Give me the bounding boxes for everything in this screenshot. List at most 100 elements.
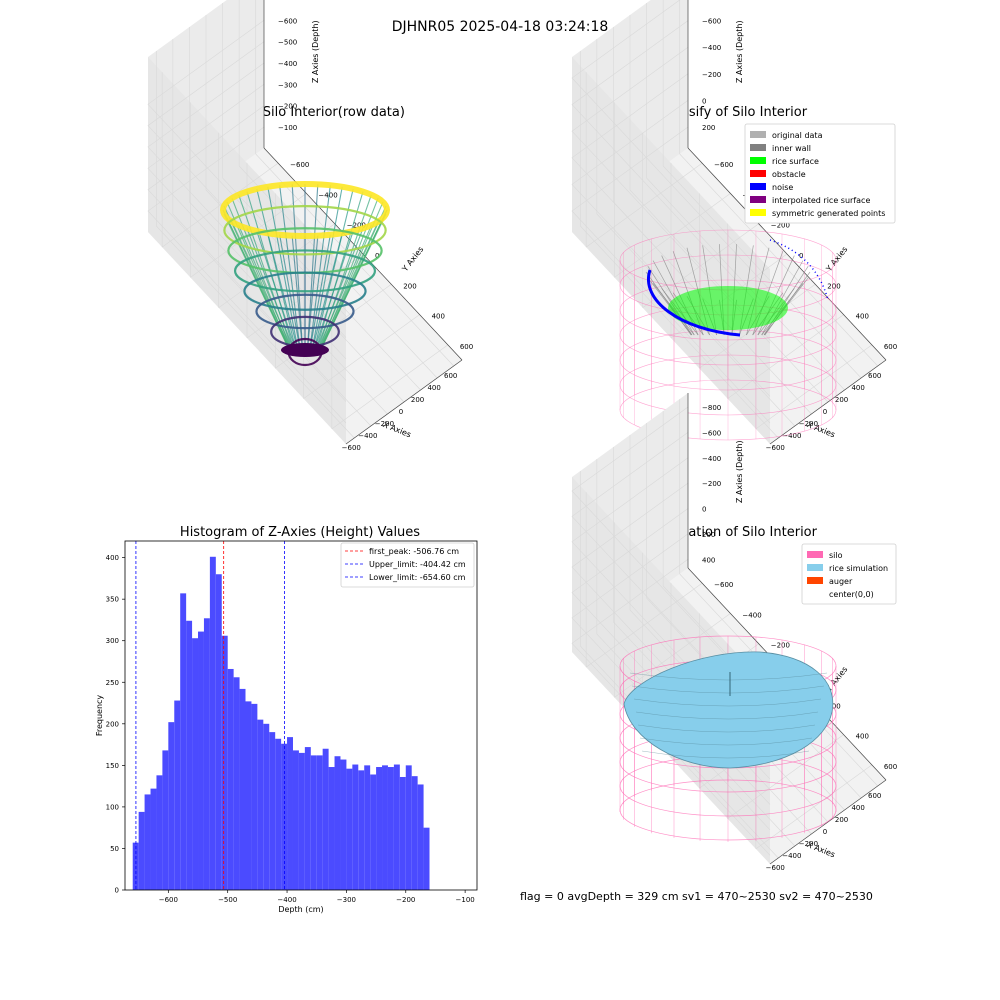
x-axis-line — [345, 359, 463, 445]
x-tick-label: 200 — [835, 396, 848, 404]
rice-surface — [668, 286, 788, 330]
histogram-bar — [287, 737, 293, 890]
y-axis-line — [687, 147, 887, 361]
z-tick-label: −400 — [702, 455, 721, 463]
y-tick-label: 400 — [856, 733, 869, 741]
y-tick-label: −200 — [771, 642, 790, 650]
histogram-bar — [328, 767, 335, 890]
x-tick-label: 200 — [411, 396, 424, 404]
legend-label: auger — [829, 577, 853, 586]
y-tick-label: 0 — [799, 252, 803, 260]
histogram-bar — [370, 774, 377, 890]
histogram-bar — [221, 635, 228, 890]
y-axis-label: Y Axies — [824, 245, 850, 274]
x-tick-label: −400 — [782, 852, 801, 860]
histogram-bar — [334, 756, 341, 890]
histogram-bar — [138, 811, 145, 890]
y-tick-label: 600 — [884, 343, 897, 351]
surface-contour — [233, 249, 377, 293]
histogram-bar — [269, 732, 276, 890]
histogram-bar — [275, 738, 282, 890]
histogram-bar — [263, 723, 270, 890]
rice-mesh-line — [637, 724, 816, 733]
rice-mesh-line — [633, 698, 822, 707]
z-tick-label: −600 — [278, 17, 297, 25]
y-tick-label: 400 — [432, 313, 445, 321]
surface-contour — [255, 293, 355, 330]
z-axis-label: Z Axies (Depth) — [311, 20, 320, 83]
z-axis-label: Z Axies (Depth) — [735, 20, 744, 83]
surface-line — [267, 186, 299, 353]
legend-label: rice simulation — [829, 564, 888, 573]
legend-label: Lower_limit: -654.60 cm — [369, 573, 466, 582]
histogram-bar — [316, 755, 323, 890]
histogram-bar — [423, 827, 430, 890]
histogram-bar — [304, 747, 311, 890]
x-axis-label: X Axies — [806, 840, 837, 859]
histogram-bar — [417, 784, 424, 890]
legend-swatch — [807, 577, 823, 584]
y-tick-label: 200 — [106, 720, 119, 728]
grid-line — [614, 613, 731, 698]
legend-swatch — [750, 196, 766, 203]
histogram-bar — [387, 767, 394, 890]
grid-line — [571, 46, 771, 344]
z-tick-label: 200 — [702, 531, 715, 539]
footer-status: flag = 0 avgDepth = 329 cm sv1 = 470~253… — [520, 890, 873, 903]
surface-contour — [220, 181, 390, 239]
legend-label: symmetric generated points — [772, 209, 885, 218]
grid-line — [147, 126, 347, 424]
grid-line — [727, 314, 844, 399]
z-tick-label: −400 — [278, 60, 297, 68]
legend-swatch — [750, 209, 766, 216]
x-tick-label: −600 — [159, 896, 178, 904]
y-tick-label: 100 — [106, 803, 119, 811]
x-tick-label: −600 — [766, 444, 785, 452]
z-tick-label: −300 — [278, 81, 297, 89]
y-axis-label: Frequency — [95, 695, 104, 737]
legend-label: original data — [772, 131, 823, 140]
histogram-bar — [198, 631, 204, 890]
x-tick-label: −200 — [799, 420, 818, 428]
x-tick-label: 0 — [399, 408, 403, 416]
z-tick-label: −200 — [278, 103, 297, 111]
rice-simulation-surface — [623, 651, 834, 769]
y-tick-label: −200 — [771, 222, 790, 230]
histogram-bar — [292, 750, 299, 890]
z-tick-label: −500 — [278, 39, 297, 47]
histogram-bar — [168, 722, 175, 890]
z-axis-label: Z Axies (Depth) — [735, 440, 744, 503]
legend-swatch — [750, 170, 766, 177]
histogram-bar — [393, 764, 400, 890]
rice-mesh-line — [641, 750, 810, 759]
legend-label: obstacle — [772, 170, 806, 179]
y-tick-label: −600 — [714, 161, 733, 169]
grid-line — [571, 559, 771, 856]
histogram-bar — [340, 759, 347, 890]
histogram-bar — [192, 638, 199, 890]
histogram-bar — [251, 703, 258, 890]
grid-line — [585, 582, 703, 668]
histogram-bar — [310, 755, 317, 890]
y-tick-label: 0 — [115, 887, 119, 895]
legend-label: inner wall — [772, 144, 811, 153]
surface-line — [291, 184, 304, 353]
figure-suptitle: DJHNR05 2025-04-18 03:24:18 — [392, 19, 609, 35]
z-tick-label: 0 — [702, 506, 706, 514]
legend-swatch — [750, 131, 766, 138]
histogram-bar — [203, 618, 210, 890]
x-tick-label: 0 — [823, 828, 827, 836]
surface-line — [279, 185, 301, 353]
panel-histogram: Histogram of Z-Axies (Height) Values −60… — [95, 525, 478, 914]
x-tick-label: −200 — [799, 840, 818, 848]
legend-swatch — [807, 551, 823, 558]
x-tick-label: 200 — [835, 816, 848, 824]
legend-swatch — [750, 157, 766, 164]
z-tick-label: −800 — [702, 404, 721, 412]
y-tick-label: −200 — [347, 222, 366, 230]
surface-contour — [243, 271, 367, 311]
legend-label: first_peak: -506.76 cm — [369, 547, 459, 556]
x-tick-label: 0 — [823, 408, 827, 416]
grid-line — [755, 344, 873, 430]
grid-line — [571, 126, 771, 424]
